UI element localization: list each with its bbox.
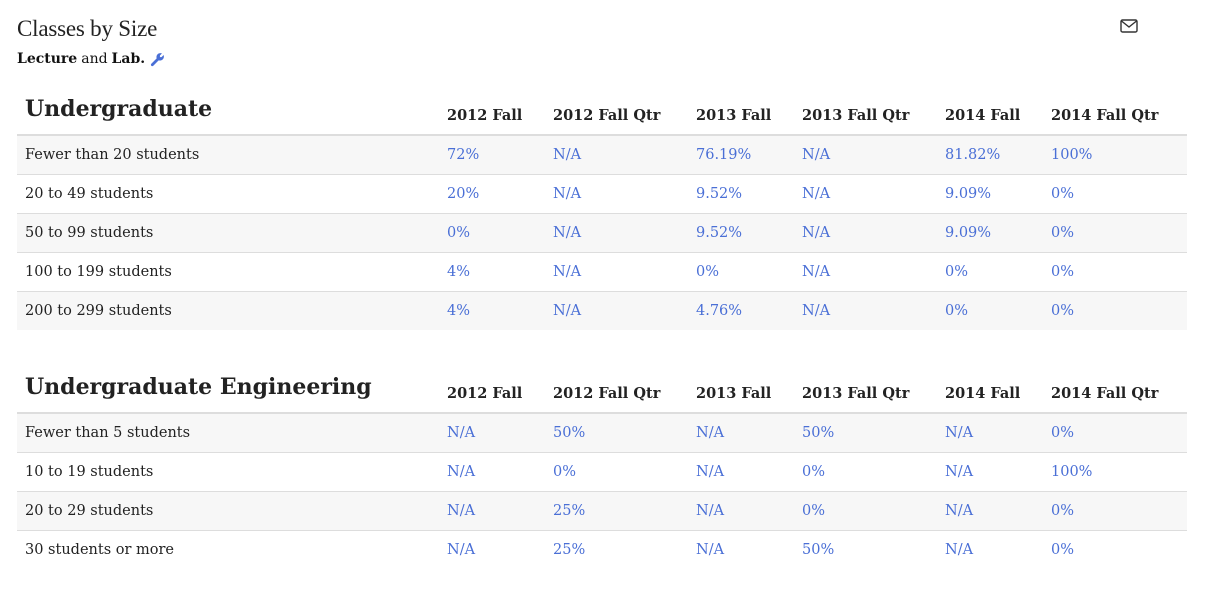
value-link[interactable]: 0% — [945, 291, 1051, 330]
value-link[interactable]: N/A — [945, 452, 1051, 492]
column-header: 2014 Fall Qtr — [1051, 78, 1187, 136]
value-link[interactable]: N/A — [802, 134, 945, 175]
value-link[interactable]: N/A — [945, 530, 1051, 569]
table-header-row: Undergraduate 2012 Fall 2012 Fall Qtr 20… — [17, 78, 1187, 136]
value-link[interactable]: 0% — [802, 491, 945, 531]
value-link[interactable]: N/A — [553, 134, 696, 175]
value-link[interactable]: 50% — [802, 412, 945, 453]
table-row: 50 to 99 students 0% N/A 9.52% N/A 9.09% 0% — [17, 213, 1187, 253]
value-link[interactable]: 81.82% — [945, 134, 1051, 175]
column-header: 2012 Fall Qtr — [553, 78, 696, 136]
column-header: 2014 Fall — [945, 78, 1051, 136]
column-header: 2012 Fall — [447, 78, 553, 136]
value-link[interactable]: N/A — [945, 491, 1051, 531]
subtitle: Lecture and Lab. — [17, 51, 165, 67]
row-label: 50 to 99 students — [17, 213, 447, 253]
subtitle-lecture: Lecture — [17, 51, 78, 67]
row-label: 10 to 19 students — [17, 452, 447, 492]
value-link[interactable]: 100% — [1051, 134, 1187, 175]
value-link[interactable]: 0% — [1051, 174, 1187, 214]
value-link[interactable]: N/A — [553, 213, 696, 253]
value-link[interactable]: 25% — [553, 530, 696, 569]
column-header: 2013 Fall — [696, 356, 802, 414]
undergraduate-table: Undergraduate 2012 Fall 2012 Fall Qtr 20… — [17, 78, 1187, 330]
table-row: Fewer than 5 students N/A 50% N/A 50% N/A 0% — [17, 412, 1187, 453]
value-link[interactable]: N/A — [696, 452, 802, 492]
value-link[interactable]: N/A — [447, 530, 553, 569]
value-link[interactable]: 4.76% — [696, 291, 802, 330]
value-link[interactable]: 0% — [1051, 252, 1187, 292]
value-link[interactable]: 0% — [1051, 213, 1187, 253]
undergraduate-section: Undergraduate 2012 Fall 2012 Fall Qtr 20… — [17, 78, 1187, 330]
column-header: 2013 Fall — [696, 78, 802, 136]
value-link[interactable]: 20% — [447, 174, 553, 214]
value-link[interactable]: N/A — [553, 291, 696, 330]
value-link[interactable]: N/A — [945, 412, 1051, 453]
value-link[interactable]: 9.52% — [696, 174, 802, 214]
value-link[interactable]: 0% — [1051, 491, 1187, 531]
table-row: 200 to 299 students 4% N/A 4.76% N/A 0% 0% — [17, 291, 1187, 330]
value-link[interactable]: 0% — [802, 452, 945, 492]
value-link[interactable]: N/A — [802, 291, 945, 330]
engineering-section: Undergraduate Engineering 2012 Fall 2012… — [17, 356, 1187, 569]
table-header-row: Undergraduate Engineering 2012 Fall 2012… — [17, 356, 1187, 414]
value-link[interactable]: 9.09% — [945, 174, 1051, 214]
envelope-icon[interactable] — [1120, 19, 1138, 33]
row-label: 20 to 29 students — [17, 491, 447, 531]
value-link[interactable]: 50% — [802, 530, 945, 569]
page-title: Classes by Size — [17, 16, 158, 41]
row-label: 100 to 199 students — [17, 252, 447, 292]
value-link[interactable]: 0% — [945, 252, 1051, 292]
value-link[interactable]: 72% — [447, 134, 553, 175]
value-link[interactable]: 4% — [447, 291, 553, 330]
value-link[interactable]: 0% — [1051, 291, 1187, 330]
row-label: 30 students or more — [17, 530, 447, 569]
column-header: 2014 Fall Qtr — [1051, 356, 1187, 414]
value-link[interactable]: 100% — [1051, 452, 1187, 492]
engineering-table: Undergraduate Engineering 2012 Fall 2012… — [17, 356, 1187, 569]
section-title: Undergraduate — [17, 78, 447, 136]
column-header: 2012 Fall Qtr — [553, 356, 696, 414]
table-row: 20 to 29 students N/A 25% N/A 0% N/A 0% — [17, 491, 1187, 531]
column-header: 2013 Fall Qtr — [802, 356, 945, 414]
column-header: 2012 Fall — [447, 356, 553, 414]
value-link[interactable]: 0% — [447, 213, 553, 253]
value-link[interactable]: 50% — [553, 412, 696, 453]
value-link[interactable]: N/A — [802, 213, 945, 253]
value-link[interactable]: N/A — [802, 252, 945, 292]
value-link[interactable]: N/A — [553, 174, 696, 214]
subtitle-lab: Lab. — [111, 51, 146, 67]
wrench-icon[interactable] — [150, 52, 165, 67]
value-link[interactable]: N/A — [802, 174, 945, 214]
value-link[interactable]: 4% — [447, 252, 553, 292]
value-link[interactable]: 0% — [553, 452, 696, 492]
table-row: 10 to 19 students N/A 0% N/A 0% N/A 100% — [17, 452, 1187, 492]
value-link[interactable]: N/A — [447, 412, 553, 453]
row-label: Fewer than 5 students — [17, 412, 447, 453]
table-row: Fewer than 20 students 72% N/A 76.19% N/A 81.… — [17, 134, 1187, 175]
value-link[interactable]: 9.09% — [945, 213, 1051, 253]
value-link[interactable]: 9.52% — [696, 213, 802, 253]
section-title: Undergraduate Engineering — [17, 356, 447, 414]
column-header: 2014 Fall — [945, 356, 1051, 414]
column-header: 2013 Fall Qtr — [802, 78, 945, 136]
value-link[interactable]: 0% — [1051, 530, 1187, 569]
row-label: 200 to 299 students — [17, 291, 447, 330]
table-row: 30 students or more N/A 25% N/A 50% N/A 0% — [17, 530, 1187, 569]
value-link[interactable]: 0% — [696, 252, 802, 292]
value-link[interactable]: N/A — [696, 530, 802, 569]
value-link[interactable]: 25% — [553, 491, 696, 531]
value-link[interactable]: N/A — [696, 491, 802, 531]
value-link[interactable]: N/A — [447, 452, 553, 492]
row-label: 20 to 49 students — [17, 174, 447, 214]
value-link[interactable]: N/A — [553, 252, 696, 292]
value-link[interactable]: N/A — [696, 412, 802, 453]
row-label: Fewer than 20 students — [17, 134, 447, 175]
table-row: 20 to 49 students 20% N/A 9.52% N/A 9.09% 0% — [17, 174, 1187, 214]
table-row: 100 to 199 students 4% N/A 0% N/A 0% 0% — [17, 252, 1187, 292]
value-link[interactable]: 76.19% — [696, 134, 802, 175]
value-link[interactable]: N/A — [447, 491, 553, 531]
value-link[interactable]: 0% — [1051, 412, 1187, 453]
subtitle-and: and — [81, 51, 108, 67]
